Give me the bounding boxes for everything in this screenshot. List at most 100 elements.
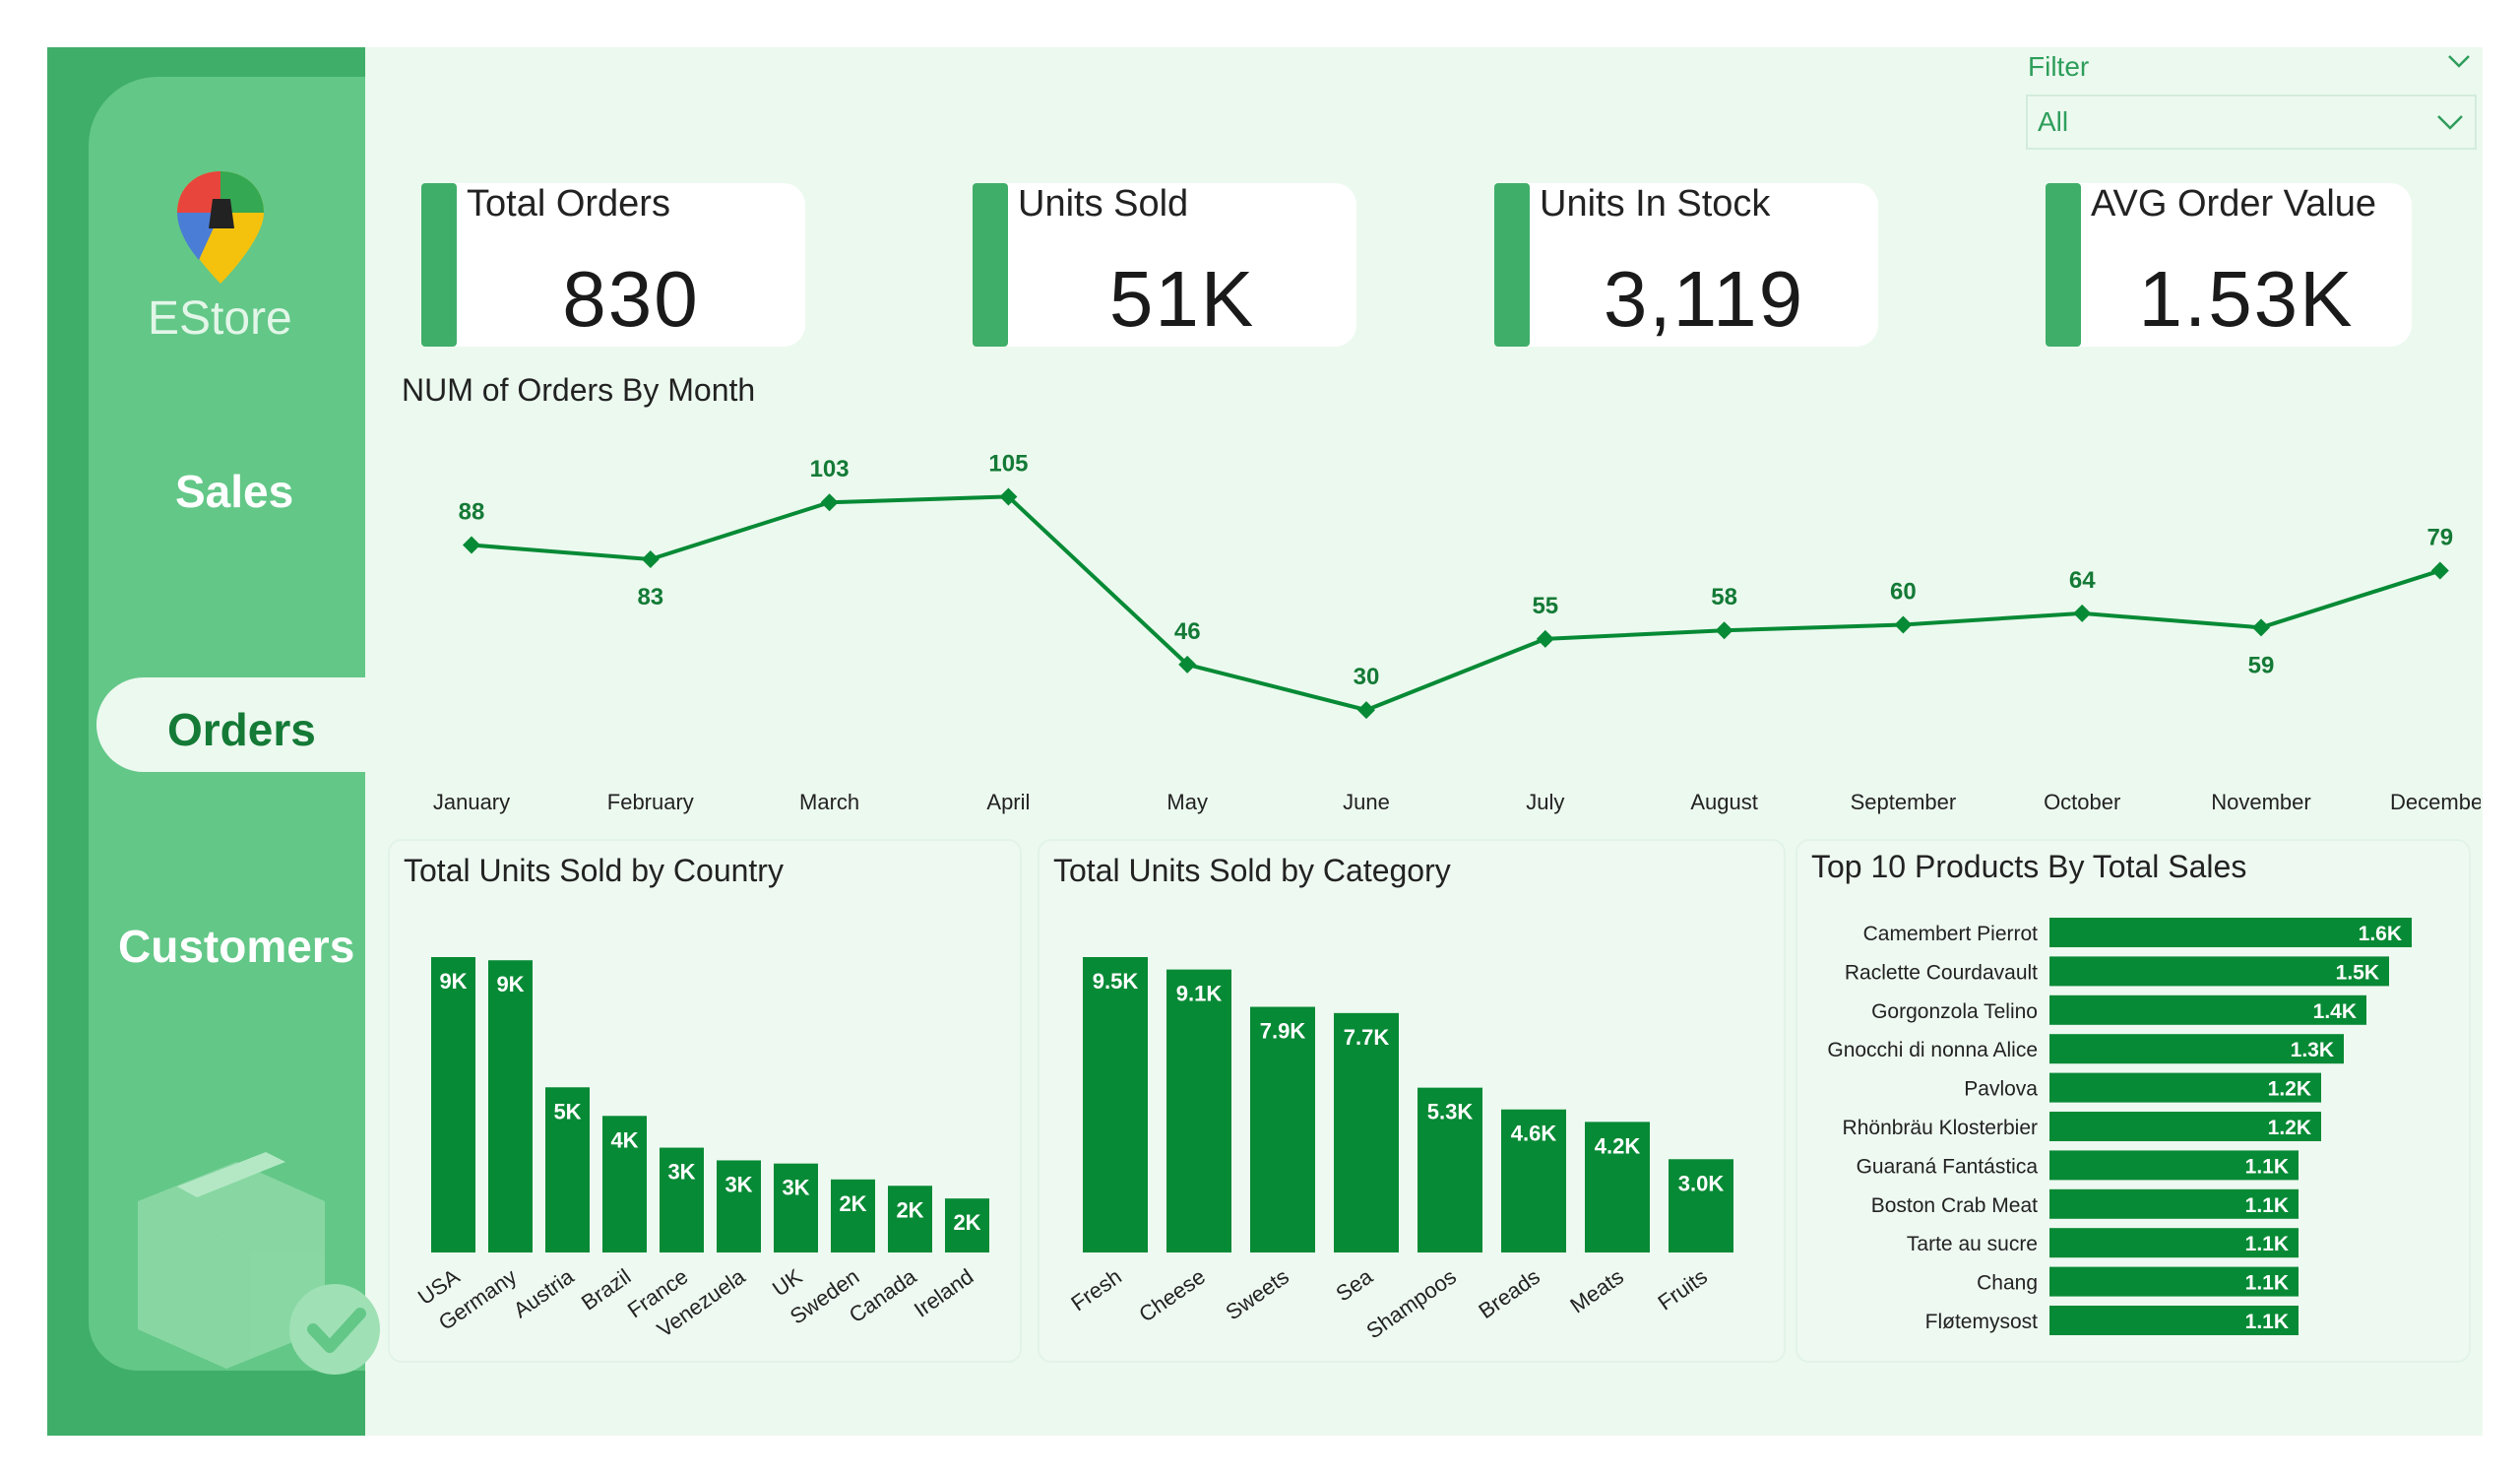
data-label: 9.1K <box>1176 982 1223 1006</box>
data-label: 79 <box>2426 525 2453 551</box>
kpi-title: Total Orders <box>467 183 670 225</box>
kpi-value: 1.53K <box>2138 255 2355 343</box>
orders-by-month-chart: NUM of Orders By Month 88 January 83 Februa… <box>388 364 2490 823</box>
country-bar-chart-svg: 9KUSA9KGermany5KAustria4KBrazil3KFrance3… <box>413 957 989 1342</box>
kpi-value: 830 <box>562 255 700 343</box>
bar <box>2049 1072 2321 1103</box>
bar <box>717 1160 761 1252</box>
kpi-value: 51K <box>1108 255 1256 343</box>
data-label: 5K <box>553 1099 581 1123</box>
x-tick-label: Fruits <box>1653 1264 1711 1316</box>
bar <box>1083 957 1148 1252</box>
data-label: 64 <box>2069 567 2096 594</box>
data-label: 1.6K <box>2359 923 2402 945</box>
x-tick-label: Sea <box>1331 1263 1377 1306</box>
bar <box>660 1147 704 1252</box>
x-tick-label: August <box>1690 790 1758 814</box>
data-label: 83 <box>637 584 663 610</box>
y-tick-label: Fløtemysost <box>1925 1311 2039 1333</box>
chart-title: NUM of Orders By Month <box>402 372 756 408</box>
kpi-card-avg-order-value: AVG Order Value 1.53K <box>2046 183 2412 347</box>
data-point <box>1894 615 1913 634</box>
data-label: 3K <box>782 1176 809 1200</box>
y-tick-label: Chang <box>1977 1272 2038 1295</box>
data-label: 2K <box>953 1210 980 1235</box>
x-tick-label: Ireland <box>910 1264 977 1322</box>
x-tick-label: Sweets <box>1221 1264 1292 1325</box>
x-tick-label: December <box>2390 790 2481 814</box>
data-point <box>1178 655 1197 674</box>
data-label: 55 <box>1532 593 1558 619</box>
y-tick-label: Tarte au sucre <box>1907 1233 2038 1255</box>
data-label: 103 <box>810 456 850 482</box>
data-label: 46 <box>1174 618 1201 645</box>
top-products-chart: Top 10 Products By Total Sales 1.6K Camem… <box>1796 839 2471 1363</box>
bar <box>774 1163 818 1252</box>
x-tick-label: May <box>1166 790 1208 814</box>
nav-item-orders[interactable]: Orders <box>167 704 316 755</box>
data-point <box>999 487 1018 506</box>
data-point <box>1536 629 1554 648</box>
kpi-title: Units Sold <box>1018 183 1189 225</box>
bar <box>1418 1087 1482 1252</box>
map-pin-icon <box>177 171 264 284</box>
bar <box>2049 1228 2299 1258</box>
package-check-icon <box>138 1152 380 1375</box>
data-label: 105 <box>988 450 1028 477</box>
data-label: 4.2K <box>1595 1133 1641 1158</box>
kpi-card-units-in-stock: Units In Stock 3,119 <box>1494 183 1878 347</box>
x-tick-label: Cheese <box>1134 1264 1209 1327</box>
x-tick-label: Austria <box>509 1263 579 1322</box>
nav-item-sales[interactable]: Sales <box>175 466 294 517</box>
x-tick-label: January <box>433 790 510 814</box>
y-tick-label: Gorgonzola Telino <box>1871 1000 2038 1023</box>
filter-dropdown[interactable]: All <box>2026 95 2477 150</box>
bar <box>488 960 533 1252</box>
bar <box>1334 1012 1399 1252</box>
x-tick-label: Breads <box>1474 1264 1544 1323</box>
y-tick-label: Guaraná Fantástica <box>1857 1155 2039 1178</box>
data-label: 1.1K <box>2245 1233 2289 1255</box>
nav-item-customers[interactable]: Customers <box>118 921 355 972</box>
data-label: 59 <box>2248 652 2275 678</box>
chevron-down-icon[interactable] <box>2445 47 2473 75</box>
kpi-card-units-sold: Units Sold 51K <box>973 183 1356 347</box>
bar <box>2049 1034 2344 1064</box>
units-by-country-chart: Total Units Sold by Country 9K USA 9K Germa… <box>388 839 1022 1363</box>
data-label: 9K <box>439 969 467 994</box>
x-tick-label: March <box>799 790 859 814</box>
line-chart-svg: 88 January 83 February 103 March 105 April 46 May… <box>433 450 2490 814</box>
kpi-card-total-orders: Total Orders 830 <box>421 183 805 347</box>
x-tick-label: June <box>1343 790 1390 814</box>
data-label: 3K <box>724 1172 752 1196</box>
bar <box>545 1087 590 1252</box>
nav-item-orders-highlight[interactable] <box>96 677 392 772</box>
data-label: 1.2K <box>2268 1078 2311 1101</box>
kpi-title: Units In Stock <box>1540 183 1771 225</box>
kpi-value: 3,119 <box>1603 255 1805 343</box>
data-label: 88 <box>459 499 485 526</box>
data-label: 1.1K <box>2245 1155 2289 1178</box>
x-tick-label: Shampoos <box>1361 1264 1461 1344</box>
bar <box>1669 1159 1733 1252</box>
data-label: 60 <box>1890 578 1917 605</box>
bar <box>888 1186 932 1252</box>
bar <box>2049 1150 2299 1181</box>
data-point <box>1715 621 1733 640</box>
bar <box>1585 1122 1650 1252</box>
y-tick-label: Pavlova <box>1964 1078 2038 1101</box>
kpi-accent-bar <box>421 183 457 347</box>
data-label: 9.5K <box>1093 969 1139 994</box>
data-point <box>2073 604 2092 622</box>
bar <box>602 1116 647 1252</box>
data-label: 4K <box>610 1127 638 1152</box>
x-tick-label: April <box>986 790 1030 814</box>
x-tick-label: Fresh <box>1066 1264 1125 1316</box>
units-by-category-chart: Total Units Sold by Category 9.5K Fresh 9.… <box>1038 839 1786 1363</box>
x-tick-label: November <box>2211 790 2310 814</box>
bar <box>831 1179 875 1252</box>
bar <box>2049 1112 2321 1141</box>
chart-title: Total Units Sold by Category <box>1053 853 1451 888</box>
filter-label: Filter <box>2028 51 2090 82</box>
bar <box>2049 918 2412 947</box>
